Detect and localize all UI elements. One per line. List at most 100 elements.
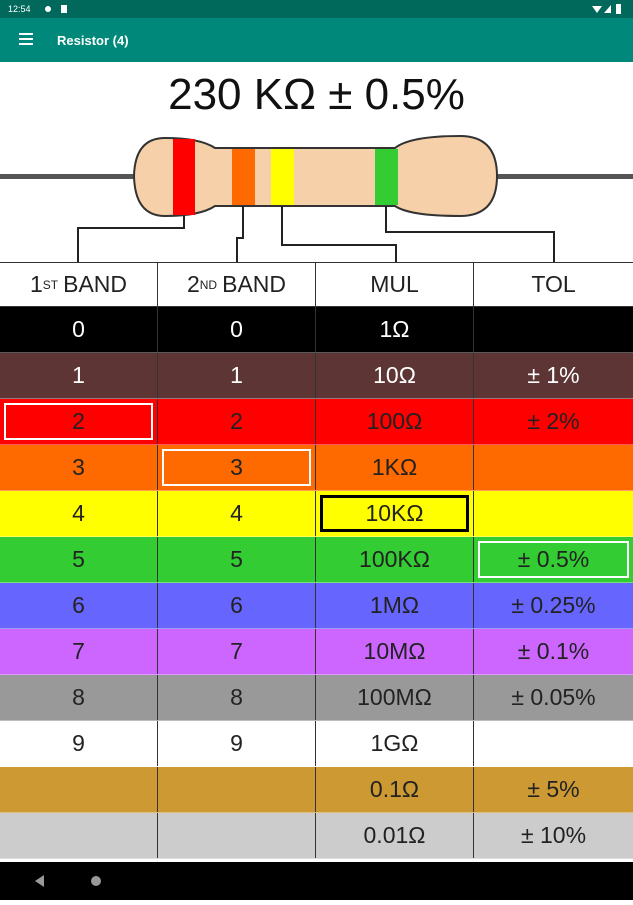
color-cell[interactable]: 1GΩ (316, 721, 474, 766)
color-cell[interactable]: ± 2% (474, 399, 633, 444)
selection-box (320, 495, 469, 532)
color-cell[interactable]: 7 (158, 629, 316, 674)
color-cell[interactable]: 10Ω (316, 353, 474, 398)
color-cell[interactable] (158, 813, 316, 858)
color-cell[interactable]: 100Ω (316, 399, 474, 444)
color-cell[interactable] (474, 721, 633, 766)
color-cell[interactable]: 100MΩ (316, 675, 474, 720)
cell-value: 1GΩ (370, 730, 419, 756)
cell-value: 0.01Ω (363, 822, 426, 848)
color-cell[interactable]: 4 (158, 491, 316, 536)
column-header: TOL (474, 263, 633, 306)
color-cell[interactable]: 1MΩ (316, 583, 474, 628)
color-cell[interactable]: ± 0.05% (474, 675, 633, 720)
color-cell[interactable]: ± 10% (474, 813, 633, 858)
cell-value: 1 (72, 362, 85, 388)
header-suffix: ST (42, 277, 59, 292)
cell-value: 1 (230, 362, 243, 388)
color-row: 1 1 10Ω ± 1% (0, 353, 633, 399)
cell-value: ± 10% (520, 822, 587, 848)
cell-value: 10MΩ (363, 638, 426, 664)
color-cell[interactable]: 1 (0, 353, 158, 398)
color-cell[interactable]: 4 (0, 491, 158, 536)
header-label: MUL (370, 271, 419, 297)
app-bar: Resistor (4) (0, 18, 633, 62)
color-cell[interactable]: 3 (158, 445, 316, 490)
cell-value: 8 (72, 684, 85, 710)
color-cell[interactable]: 6 (158, 583, 316, 628)
color-cell[interactable]: 10MΩ (316, 629, 474, 674)
cell-value: 2 (230, 408, 243, 434)
app-title: Resistor (4) (57, 33, 129, 48)
color-cell[interactable]: 1Ω (316, 307, 474, 352)
color-row: 8 8 100MΩ ± 0.05% (0, 675, 633, 721)
home-button[interactable] (91, 876, 101, 886)
color-cell[interactable]: 1 (158, 353, 316, 398)
status-bar: 12:54 (0, 0, 633, 18)
cell-value: ± 0.25% (511, 592, 596, 618)
color-cell[interactable]: 8 (0, 675, 158, 720)
cell-value: 0.1Ω (369, 776, 420, 802)
cell-value: 7 (72, 638, 85, 664)
color-cell[interactable]: 9 (0, 721, 158, 766)
color-cell[interactable]: 0.01Ω (316, 813, 474, 858)
cell-value: ± 0.1% (517, 638, 590, 664)
cell-value: 9 (230, 730, 243, 756)
color-cell[interactable]: 0 (158, 307, 316, 352)
header-number: 2 (186, 271, 200, 297)
cell-value: 1MΩ (369, 592, 420, 618)
menu-button[interactable] (18, 30, 38, 50)
color-cell[interactable]: 0 (0, 307, 158, 352)
color-cell[interactable]: 100KΩ (316, 537, 474, 582)
cell-value: 3 (72, 454, 85, 480)
color-cell[interactable]: 9 (158, 721, 316, 766)
color-cell[interactable] (0, 813, 158, 858)
color-cell[interactable]: 5 (158, 537, 316, 582)
status-time: 12:54 (8, 4, 31, 14)
color-cell[interactable] (474, 445, 633, 490)
header-label: BAND (222, 271, 287, 297)
color-cell[interactable]: 2 (0, 399, 158, 444)
color-cell[interactable]: 2 (158, 399, 316, 444)
cell-value: 2 (72, 408, 85, 434)
color-cell[interactable]: 7 (0, 629, 158, 674)
color-cell[interactable]: ± 0.5% (474, 537, 633, 582)
result-text: 230 KΩ ± 0.5% (168, 70, 465, 119)
color-row: 5 5 100KΩ ± 0.5% (0, 537, 633, 583)
color-row: 0.1Ω ± 5% (0, 767, 633, 813)
selection-box (4, 403, 153, 440)
color-cell[interactable]: 10KΩ (316, 491, 474, 536)
header-row: 1 ST BAND 2 ND BAND MUL TOL (0, 262, 633, 307)
cell-value: ± 0.05% (511, 684, 596, 710)
color-row: 7 7 10MΩ ± 0.1% (0, 629, 633, 675)
color-row: 4 4 10KΩ (0, 491, 633, 537)
color-table: 1 ST BAND 2 ND BAND MUL TOL 0 0 1Ω 1 1 10Ω ± 1% 2 2 100Ω… (0, 262, 633, 859)
nav-buttons (35, 875, 101, 887)
color-cell[interactable] (474, 491, 633, 536)
color-cell[interactable]: ± 0.25% (474, 583, 633, 628)
cell-value: 100MΩ (357, 684, 432, 710)
status-icons (45, 4, 621, 14)
color-cell[interactable]: ± 0.1% (474, 629, 633, 674)
color-row: 0 0 1Ω (0, 307, 633, 353)
header-suffix: ND (199, 277, 218, 292)
color-cell[interactable] (474, 307, 633, 352)
cell-value: 4 (230, 500, 243, 526)
cell-value: ± 1% (527, 362, 580, 388)
color-cell[interactable]: ± 5% (474, 767, 633, 812)
back-button[interactable] (35, 875, 44, 887)
color-cell[interactable]: 0.1Ω (316, 767, 474, 812)
color-cell[interactable]: ± 1% (474, 353, 633, 398)
color-cell[interactable] (0, 767, 158, 812)
cell-value: 8 (230, 684, 243, 710)
cell-value: 1Ω (379, 316, 410, 342)
color-cell[interactable]: 6 (0, 583, 158, 628)
color-cell[interactable]: 5 (0, 537, 158, 582)
color-cell[interactable]: 8 (158, 675, 316, 720)
color-cell[interactable]: 3 (0, 445, 158, 490)
cell-value: 4 (72, 500, 85, 526)
cell-value: 9 (72, 730, 85, 756)
color-cell[interactable]: 1KΩ (316, 445, 474, 490)
color-cell[interactable] (158, 767, 316, 812)
color-row: 6 6 1MΩ ± 0.25% (0, 583, 633, 629)
